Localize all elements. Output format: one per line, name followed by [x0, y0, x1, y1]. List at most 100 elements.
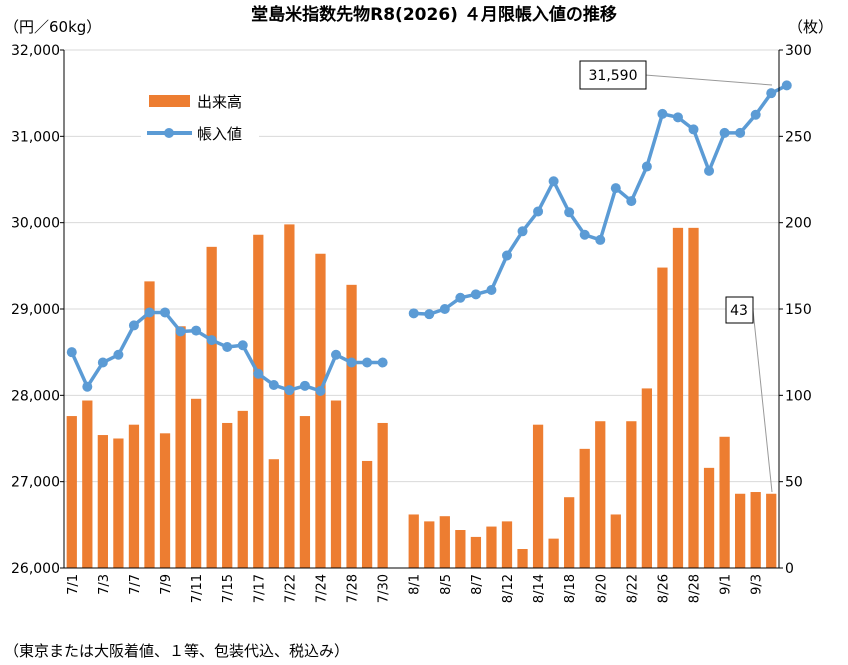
volume-bar: [159, 433, 171, 568]
settlement-point: [533, 206, 544, 217]
x-tick-label: 8/14: [532, 574, 547, 603]
volume-bar: [113, 438, 124, 568]
volume-bar: [486, 526, 497, 568]
volume-bar: [82, 400, 93, 568]
settlement-point: [470, 289, 481, 300]
settlement-point: [113, 349, 124, 360]
x-tick-label: 7/22: [283, 574, 298, 603]
right-tick-label: 50: [785, 475, 803, 491]
callout-last-volume-text: 43: [730, 303, 748, 319]
legend-line-marker: [164, 128, 174, 138]
volume-bar: [284, 224, 295, 569]
callout-last-price-text: 31,590: [589, 68, 638, 84]
volume-bar: [657, 267, 668, 568]
settlement-point: [82, 381, 93, 392]
volume-bar: [315, 253, 326, 568]
volume-bar: [610, 514, 621, 568]
settlement-point: [781, 80, 792, 91]
volume-bar: [330, 400, 342, 568]
left-tick-label: 30,000: [11, 216, 60, 232]
x-tick-labels: 7/1 7/3 7/7 7/9 7/11 7/15 7/17 7/22 7/24 7/28 7/30…: [66, 574, 765, 603]
volume-bar: [361, 460, 373, 568]
x-tick-label: 7/24: [314, 574, 329, 603]
x-tick-label: 7/17: [252, 574, 267, 603]
callout-last-price-box: [579, 60, 647, 90]
volume-bar: [470, 536, 482, 568]
settlement-point: [237, 340, 248, 351]
legend: 出来高 帳入値: [141, 83, 259, 149]
left-tick-label: 31,000: [11, 129, 60, 145]
x-tick-label: 8/22: [625, 574, 640, 603]
legend-bar-label: 出来高: [197, 93, 242, 111]
x-tick-label: 7/1: [66, 574, 81, 595]
right-axis-unit: （枚）: [788, 18, 833, 36]
left-tick-label: 29,000: [11, 302, 60, 318]
callout-last-volume: 43: [725, 296, 773, 493]
volume-bar: [424, 521, 435, 568]
volume-bar: [190, 398, 202, 568]
x-tick-label: 8/26: [656, 574, 671, 603]
footnote: （東京または大阪着値、１等、包装代込、税込み）: [4, 642, 349, 660]
x-tick-label: 7/7: [128, 574, 143, 595]
left-tick-label: 27,000: [11, 475, 60, 491]
x-tick-label: 8/7: [470, 574, 485, 595]
volume-bar: [595, 421, 606, 568]
volume-bar: [688, 227, 699, 568]
settlement-point: [206, 335, 217, 346]
x-tick-label: 8/20: [594, 574, 609, 603]
volume-bar: [455, 530, 466, 568]
axes: [60, 49, 783, 569]
x-tick-label: 7/28: [346, 574, 361, 603]
settlement-point: [175, 326, 186, 337]
right-tick-label: 100: [785, 388, 812, 404]
settlement-point: [517, 226, 528, 237]
volume-bar: [532, 424, 544, 568]
x-tick-label: 8/5: [439, 574, 454, 595]
settlement-point: [144, 307, 155, 318]
right-tick-label: 0: [785, 561, 794, 577]
volume-bar: [750, 492, 761, 568]
volume-bar: [144, 281, 155, 568]
left-tick-label: 28,000: [11, 388, 60, 404]
settlement-point: [346, 357, 357, 368]
volume-bars: [66, 224, 777, 569]
settlement-point: [253, 368, 264, 379]
settlement-point: [439, 304, 450, 314]
callout-last-volume-leader: [752, 309, 773, 493]
x-tick-label: 8/18: [563, 574, 578, 603]
volume-bar: [564, 497, 575, 568]
settlement-point: [191, 325, 202, 336]
left-axis-unit: （円／60kg）: [4, 18, 101, 36]
left-tick-label: 26,000: [11, 561, 60, 577]
volume-bar: [735, 493, 746, 568]
volume-bar: [439, 516, 450, 568]
left-tick-label: 32,000: [11, 43, 60, 59]
settlement-line-segment: [413, 83, 788, 316]
settlement-point: [688, 124, 699, 135]
settlement-point: [222, 341, 233, 352]
volume-bar: [237, 410, 248, 568]
settlement-point: [564, 207, 575, 218]
legend-bar-swatch: [149, 95, 190, 107]
callout-last-volume-box: [725, 296, 754, 324]
volume-bar: [672, 227, 684, 568]
right-tick-label: 300: [785, 43, 812, 59]
x-tick-label: 9/3: [750, 574, 765, 595]
settlement-point: [750, 109, 761, 120]
settlement-point: [657, 108, 668, 119]
volume-bar: [766, 493, 777, 568]
settlement-point: [501, 250, 512, 261]
settlement-point: [626, 196, 637, 207]
legend-box: [141, 83, 259, 149]
volume-bar: [299, 416, 311, 568]
settlement-point: [97, 357, 108, 368]
settlement-point: [486, 285, 497, 296]
volume-bar: [377, 422, 388, 568]
volume-bar: [128, 424, 140, 568]
right-tick-label: 150: [785, 302, 812, 318]
settlement-point: [284, 385, 295, 396]
chart-title: 堂島米指数先物R8(2026) ４月限帳入値の推移: [251, 4, 617, 25]
settlement-point: [766, 88, 777, 99]
settlement-point: [735, 127, 746, 138]
